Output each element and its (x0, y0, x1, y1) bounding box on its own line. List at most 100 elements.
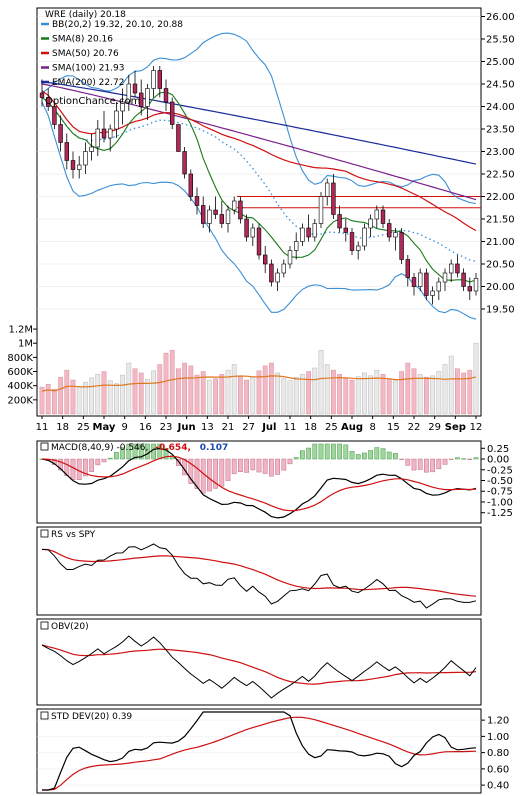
macd-histogram-bar (76, 458, 82, 480)
volume-bar (430, 375, 435, 415)
macd-tick-label: -1.25 (487, 508, 513, 519)
x-tick-label: 11 (36, 422, 49, 433)
macd-histogram-bar (312, 443, 318, 460)
obv-legend-swatch (40, 621, 49, 630)
volume-bar (157, 364, 163, 415)
volume-bar (312, 367, 318, 415)
candle-body (349, 232, 355, 251)
macd-histogram-bar (188, 458, 194, 484)
macd-histogram-bar (126, 443, 132, 460)
volume-bar (380, 374, 386, 415)
rs-line (41, 543, 477, 609)
candle-body (170, 101, 175, 125)
candle-body (455, 263, 460, 274)
volume-bar (368, 375, 373, 415)
candle-body (368, 218, 373, 229)
candle-body (114, 110, 119, 130)
stddev-tick-label: 1.20 (487, 716, 509, 727)
volume-tick-label: 200K (7, 395, 33, 406)
macd-histogram-bar (411, 458, 417, 471)
price-tick-label: 20.00 (486, 282, 515, 293)
candle-body (232, 200, 237, 211)
macd-histogram-bar (101, 458, 107, 463)
price-tick-label: 25.50 (486, 35, 515, 46)
macd-histogram-bar (250, 458, 256, 471)
volume-bar (399, 371, 404, 415)
macd-histogram-bar (256, 458, 262, 473)
price-tick-label: 19.50 (486, 305, 515, 316)
macd-histogram-bar (424, 458, 429, 473)
x-tick-label: 18 (56, 422, 69, 433)
volume-bar (64, 369, 70, 415)
candle-body (343, 227, 348, 233)
price-tick-label: 22.00 (486, 192, 515, 203)
candle-body (139, 92, 144, 107)
candle-body (46, 97, 51, 107)
volume-tick-label: 1.2M (8, 325, 33, 336)
macd-histogram-bar (138, 443, 144, 460)
rs-label: RS vs SPY (51, 530, 96, 540)
volume-bar (386, 378, 392, 415)
volume-bar (107, 380, 113, 415)
sma100-line (41, 83, 477, 201)
stddev-panel: 1.20 1.00 0.80 0.60 0.40 STD DEV(20) 0.39 (36, 708, 509, 794)
candle-body (132, 83, 138, 94)
candle-body (39, 92, 45, 98)
macd-histogram-bar (58, 458, 63, 471)
legend-entry: BB(20,2) 19.32, 20.10, 20.88 (52, 20, 183, 30)
macd-histogram-bar (386, 451, 392, 460)
macd-histogram-bar (399, 458, 404, 460)
candle-body (461, 272, 466, 287)
macd-histogram-bar (207, 458, 212, 492)
macd-label-text: MACD(8,40,9) -0.546, (51, 443, 148, 453)
x-tick-label: 27 (242, 422, 255, 433)
volume-bar (114, 383, 119, 415)
volume-bar (343, 378, 349, 415)
volume-bar (244, 379, 249, 415)
candle-body (157, 70, 162, 89)
rs-panel: RS vs SPY (36, 526, 482, 616)
candle-body (176, 124, 181, 152)
stddev-tick-label: 0.80 (487, 748, 509, 759)
macd-histogram-bar (374, 447, 380, 460)
candle-body (194, 196, 200, 206)
macd-histogram-bar (244, 458, 249, 473)
macd-histogram-bar (349, 451, 355, 460)
volume-bar (293, 376, 299, 415)
price-tick-label: 20.50 (486, 260, 515, 271)
volume-tick-label: 800K (7, 353, 33, 364)
candle-body (405, 259, 410, 278)
candle-body (325, 182, 330, 197)
volume-tick-label: 600K (7, 367, 33, 378)
macd-tick-label: -0.25 (487, 465, 513, 476)
volume-bar (120, 374, 125, 415)
candlesticks (39, 66, 479, 305)
candle-body (70, 160, 76, 170)
volume-bar (194, 374, 200, 415)
volume-bar (58, 376, 63, 415)
volume-bar (424, 376, 429, 415)
macd-histogram-bar (269, 458, 274, 477)
macd-histogram-bar (262, 458, 268, 474)
bollinger-lower-band (41, 101, 477, 320)
volume-bar (163, 352, 169, 415)
macd-legend-swatch (40, 442, 49, 451)
watermark: OptionChance.com (45, 96, 140, 107)
volume-bar (95, 374, 101, 415)
candle-body (374, 209, 379, 220)
macd-histogram-bar (95, 458, 101, 466)
macd-histogram-bar (107, 457, 113, 460)
obv-label: OBV(20) (51, 622, 89, 632)
macd-value1: -0.654, (155, 443, 191, 453)
macd-histogram-bar (300, 450, 305, 460)
volume-bar (176, 368, 181, 415)
x-tick-label: 12 (470, 422, 483, 433)
volume-bar (324, 364, 330, 415)
ema200-line (41, 81, 477, 165)
macd-histogram-bar (461, 458, 466, 460)
candle-body (393, 232, 398, 238)
volume-bar (250, 376, 256, 415)
macd-histogram-bar (343, 444, 349, 460)
x-tick-label: Jul (261, 422, 276, 433)
